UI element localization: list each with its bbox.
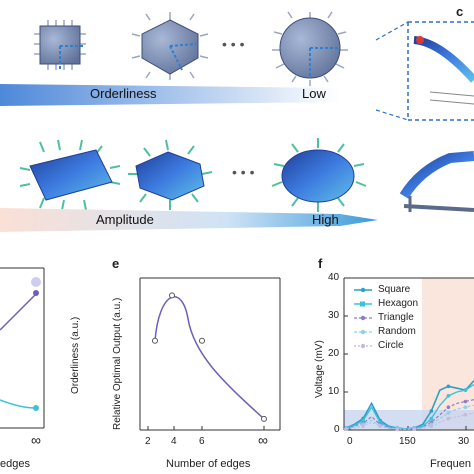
legend-square: Square <box>378 284 411 295</box>
series-random-point <box>463 405 468 410</box>
series-circle-point <box>361 424 365 429</box>
vibrating-hexagon-chip <box>128 139 213 210</box>
legend-random: Random <box>378 326 416 337</box>
orderliness-label: Orderliness <box>90 86 157 101</box>
circle-chip <box>272 11 348 86</box>
series-random-line <box>345 404 474 430</box>
panel-f-ylabel: Voltage (mV) <box>314 340 325 398</box>
legend-triangle: Triangle <box>378 312 414 323</box>
series-random-point <box>446 411 451 415</box>
panel-e-ylabel: Relative Optimal Output (a.u.) <box>112 297 123 430</box>
panel-e-point-2 <box>199 337 205 344</box>
series-square-point <box>446 384 451 389</box>
panel-e-xtick-inf: ∞ <box>258 432 268 448</box>
panel-c-inset <box>375 21 474 121</box>
panel-f-legend-marks <box>354 287 372 349</box>
vibrating-square-chip <box>19 139 121 211</box>
series-circle-point <box>463 413 468 417</box>
panel-e-point-3 <box>261 415 267 422</box>
series-circle-point <box>429 424 434 429</box>
panel-d-tick-inf: ∞ <box>31 432 41 448</box>
series-square-point <box>429 409 434 413</box>
series-triangle-point <box>463 399 468 404</box>
panel-letter-e: e <box>112 256 120 271</box>
panel-f-series <box>344 380 474 432</box>
legend-marker-hexagon <box>360 301 365 307</box>
series-hexagon-point <box>463 388 468 392</box>
legend-circle: Circle <box>378 340 404 351</box>
series-circle-point <box>412 427 417 432</box>
panel-e-axes <box>139 277 281 431</box>
legend-hexagon: Hexagon <box>378 298 419 309</box>
panel-e-point-1 <box>169 292 175 299</box>
panel-d-point-upper <box>33 290 39 296</box>
panel-f-xtick-0: 0 <box>347 436 353 447</box>
legend-marker-triangle <box>360 315 366 321</box>
panel-f-ytick-0: 0 <box>334 424 340 435</box>
panel-d-point-top <box>31 277 41 287</box>
panel-letter-c: c <box>456 4 464 19</box>
panel-d-point-lower <box>33 405 39 411</box>
panel-e-xtick-4: 4 <box>171 436 177 447</box>
amplitude-arrow <box>0 208 378 232</box>
series-circle-point <box>395 427 400 432</box>
amplitude-label: Amplitude <box>96 212 154 227</box>
panel-f-xlabel: Frequen <box>430 458 471 470</box>
series-circle-point <box>344 427 348 432</box>
panel-f-axes <box>343 277 474 431</box>
panel-c-device <box>399 151 474 212</box>
low-label: Low <box>302 86 326 101</box>
panel-f-xtick-150: 150 <box>399 436 416 447</box>
series-circle-point <box>378 424 382 429</box>
series-circle-point <box>446 416 451 421</box>
panel-e-xlabel: Number of edges <box>166 458 251 470</box>
square-chip <box>34 20 86 70</box>
panel-e-curve <box>154 296 265 420</box>
panel-f-ytick-30: 30 <box>328 310 340 321</box>
panel-f-ytick-10: 10 <box>328 386 340 397</box>
panel-letter-f: f <box>318 256 323 271</box>
ellipsis-top: • • • <box>222 36 245 52</box>
panel-e-marks <box>152 292 267 422</box>
panel-d-axes <box>0 267 45 429</box>
panel-d-ylabel: Orderliness (a.u.) <box>70 316 81 394</box>
legend-marker-circle <box>360 343 366 349</box>
panel-f-ytick-40: 40 <box>328 272 340 283</box>
series-triangle-point <box>446 405 451 410</box>
legend-marker-square <box>360 287 366 293</box>
panel-e-point-0 <box>152 337 158 344</box>
panel-e-xtick-6: 6 <box>199 436 205 447</box>
panel-f-ytick-20: 20 <box>328 348 340 359</box>
panel-e-xtick-2: 2 <box>145 436 151 447</box>
vibrating-circle-chip <box>271 138 367 212</box>
series-hexagon-point <box>446 394 451 398</box>
legend-marker-random <box>360 329 366 335</box>
panel-d-xlabel: edges <box>0 458 30 470</box>
series-hexagon-point <box>429 416 434 421</box>
orderliness-arrow <box>0 84 340 106</box>
hexagon-chip <box>131 12 209 80</box>
series-hexagon-point <box>361 418 365 423</box>
ellipsis-middle: • • • <box>232 164 255 180</box>
high-label: High <box>312 212 339 227</box>
panel-f-xtick-30: 30 <box>458 436 470 447</box>
